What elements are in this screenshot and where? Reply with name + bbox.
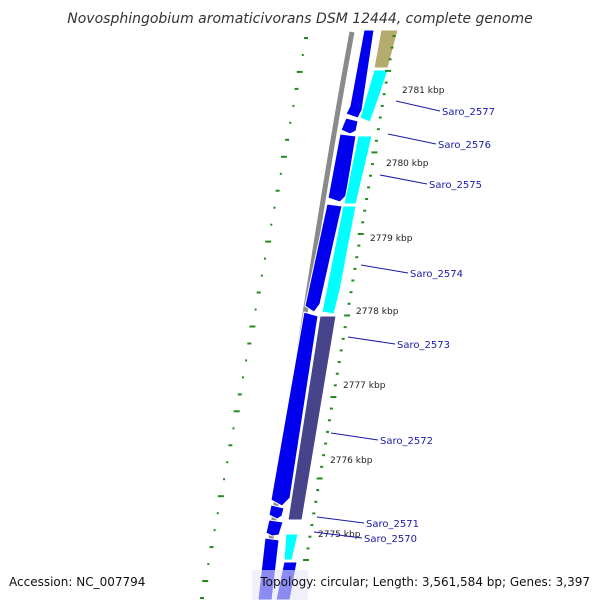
reverse-gene-5: [270, 311, 319, 507]
gene-label[interactable]: Saro_2575: [429, 180, 482, 191]
forward-gene-cyan-3: [321, 205, 357, 315]
gene-label[interactable]: Saro_2572: [380, 436, 433, 447]
tick-label: 2778 kbp: [356, 307, 399, 317]
forward-gene-olive: [373, 29, 399, 69]
leader-line: [387, 133, 437, 145]
leader-line: [360, 264, 409, 274]
forward-gene-light: [283, 533, 299, 561]
gene-leader-lines: [313, 100, 441, 539]
gene-label[interactable]: Saro_2577: [442, 107, 495, 118]
tick-label: 2779 kbp: [370, 234, 413, 244]
reverse-gene-2: [340, 117, 359, 135]
map-title: Novosphingobium aromaticivorans DSM 1244…: [67, 11, 532, 27]
lower-halo: [252, 570, 308, 600]
gc-skew-track: [200, 37, 308, 599]
gene-label[interactable]: Saro_2570: [364, 534, 417, 545]
reverse-gene-7: [265, 519, 284, 537]
leader-line: [395, 100, 441, 112]
gene-label[interactable]: Saro_2576: [438, 140, 491, 151]
reverse-gene-4: [304, 203, 343, 313]
accession-text: Accession: NC_007794: [9, 575, 145, 589]
reverse-gene-1: [345, 29, 375, 119]
forward-gene-cyan-2: [343, 135, 373, 205]
gene-label[interactable]: Saro_2571: [366, 519, 419, 530]
tick-label: 2776 kbp: [330, 456, 373, 466]
leader-line: [347, 336, 396, 345]
gene-labels: Saro_2577 Saro_2576 Saro_2575 Saro_2574 …: [364, 107, 495, 545]
reverse-gene-3: [327, 133, 357, 203]
gene-label[interactable]: Saro_2573: [397, 340, 450, 351]
tick-dashes: [303, 35, 396, 561]
tick-label: 2780 kbp: [386, 159, 429, 169]
leader-line: [379, 174, 428, 185]
leader-line: [316, 516, 365, 524]
tick-label: 2781 kbp: [402, 86, 445, 96]
gene-label[interactable]: Saro_2574: [410, 269, 463, 280]
leader-line: [330, 432, 379, 441]
leader-line: [313, 531, 363, 539]
tick-label: 2777 kbp: [343, 381, 386, 391]
forward-gene-dark: [287, 315, 337, 521]
reverse-gene-6: [268, 504, 285, 520]
topology-text: Topology: circular; Length: 3,561,584 bp…: [259, 575, 590, 589]
